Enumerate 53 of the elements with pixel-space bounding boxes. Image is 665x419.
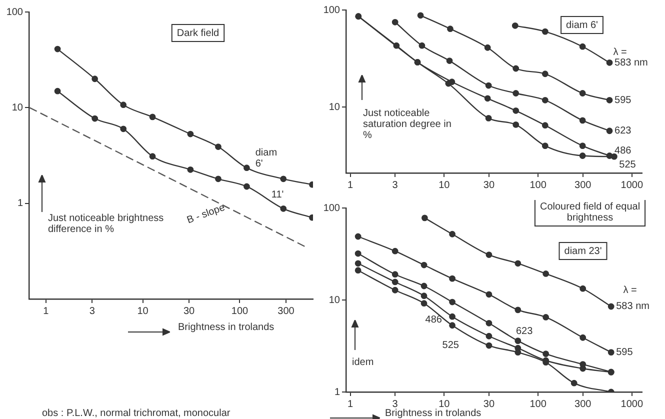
annotation: λ =: [623, 284, 637, 296]
y-tick-label: 100: [323, 4, 340, 16]
y-axis-title: Just noticeable brightness difference in %: [48, 212, 164, 235]
annotation: λ =: [613, 46, 627, 58]
annotation: B - slope: [186, 202, 227, 226]
y-tick-label: 1: [17, 198, 24, 210]
x-axis-title: Brightness in trolands: [178, 322, 274, 333]
x-tick-label: 1: [348, 180, 354, 191]
series-label: 486: [425, 314, 442, 326]
series-label: 623: [516, 326, 534, 337]
text: obs : P.L.W., normal trichromat, monocular: [42, 408, 231, 419]
series-label: 11': [271, 189, 284, 200]
x-tick-label: 30: [483, 398, 495, 410]
annotation: Coloured field of equal brightness: [540, 201, 640, 224]
x-tick-label: 100: [530, 180, 547, 191]
series-label: 583 nm: [616, 301, 650, 312]
x-tick-label: 100: [231, 306, 249, 317]
annotation: diam 6': [566, 20, 598, 31]
series-label: 595: [616, 347, 634, 358]
series-label: 525: [442, 340, 460, 352]
annotation: Dark field: [176, 28, 220, 39]
series-label: 583 nm: [614, 57, 648, 68]
y-tick-label: 1: [334, 386, 340, 398]
x-tick-label: 1: [348, 398, 354, 410]
y-tick-label: 100: [6, 6, 24, 18]
x-tick-label: 300: [574, 180, 592, 191]
series-label: 486: [614, 146, 632, 157]
x-axis-title: Brightness in trolands: [385, 408, 482, 419]
x-tick-label: 1000: [620, 398, 644, 410]
annotation: diam 23': [564, 246, 602, 257]
y-axis-title: idem: [352, 356, 374, 368]
series-label: 595: [614, 94, 632, 106]
y-tick-label: 10: [12, 102, 24, 114]
x-tick-label: 10: [438, 398, 450, 410]
x-tick-label: 300: [574, 398, 592, 410]
x-tick-label: 3: [392, 180, 398, 191]
x-tick-label: 1000: [620, 180, 644, 191]
x-tick-label: 100: [530, 398, 547, 410]
y-axis-title: Just noticeable saturation degree in %: [363, 108, 452, 141]
x-tick-label: 1: [43, 306, 50, 317]
series-label: diam 6': [255, 148, 278, 170]
series-label: 525: [619, 159, 636, 170]
series-label: 623: [614, 126, 632, 137]
y-tick-label: 100: [323, 202, 340, 214]
x-tick-label: 30: [483, 180, 495, 191]
y-tick-label: 10: [328, 102, 340, 113]
x-tick-label: 10: [438, 180, 450, 191]
x-tick-label: 3: [392, 398, 398, 410]
x-tick-label: 10: [137, 306, 149, 317]
x-tick-label: 30: [183, 306, 196, 317]
x-tick-label: 300: [278, 306, 295, 317]
x-tick-label: 3: [89, 306, 96, 317]
y-tick-label: 10: [328, 294, 340, 306]
